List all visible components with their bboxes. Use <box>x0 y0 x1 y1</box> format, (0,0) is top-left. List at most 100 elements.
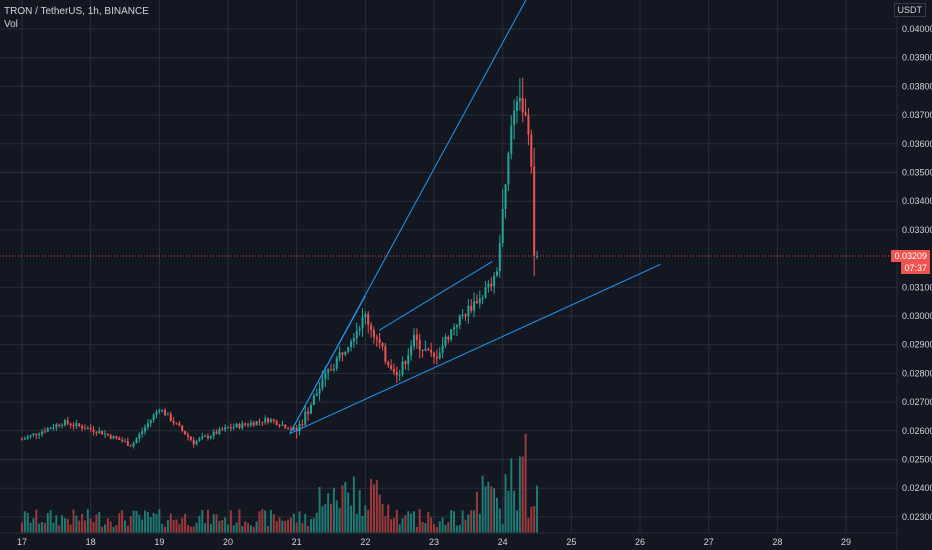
volume-bar <box>195 522 198 533</box>
price-axis[interactable]: 0.04000 0.03900 0.03800 0.03700 0.03600 0.035… <box>902 24 932 522</box>
volume-bar <box>367 509 370 533</box>
candle-body <box>227 427 230 429</box>
candle-body <box>381 343 384 347</box>
candle-body <box>410 346 413 356</box>
volume-bar <box>435 526 438 533</box>
time-tick-label: 27 <box>704 537 714 547</box>
volume-bar <box>244 521 247 533</box>
candle-body <box>126 441 129 446</box>
candle-body <box>438 352 441 359</box>
volume-bar <box>46 513 49 533</box>
price-tick-label: 0.02600 <box>902 426 932 436</box>
volume-bar <box>144 510 147 533</box>
volume-bar <box>441 517 444 533</box>
volume-bar <box>264 510 267 533</box>
candle-body <box>72 425 75 427</box>
time-axis[interactable]: 17 18 19 20 21 22 23 24 25 26 27 28 29 <box>17 537 851 547</box>
volume-bar <box>338 508 341 533</box>
candle-body <box>206 435 209 439</box>
candle-body <box>412 334 415 347</box>
candle-body <box>281 424 284 426</box>
price-tick-label: 0.03900 <box>902 53 932 63</box>
candle-body <box>493 275 496 287</box>
symbol-title[interactable]: TRON / TetherUS, 1h, BINANCE <box>4 6 149 17</box>
time-tick-label: 28 <box>772 537 782 547</box>
volume-bar <box>224 517 227 533</box>
grid-lines <box>0 0 897 533</box>
volume-bar <box>358 490 361 533</box>
volume-bar <box>258 511 261 533</box>
candle-body <box>209 436 212 439</box>
candle-body <box>390 365 393 369</box>
candle-body <box>518 98 521 102</box>
volume-bar <box>58 525 61 533</box>
volume-bar <box>209 524 212 533</box>
candle-body <box>364 314 367 318</box>
volume-bars <box>21 433 539 533</box>
volume-bar <box>129 516 132 533</box>
volume-bar <box>249 525 252 533</box>
candle-body <box>272 419 275 421</box>
candle-body <box>181 425 184 431</box>
volume-bar <box>335 500 338 533</box>
candle-body <box>49 428 52 430</box>
candle-body <box>98 430 101 433</box>
candle-body <box>467 305 470 317</box>
volume-bar <box>124 520 127 533</box>
candle-body <box>278 424 281 426</box>
volume-bar <box>275 521 278 533</box>
volume-bar <box>401 518 404 533</box>
price-tick-label: 0.03100 <box>902 282 932 292</box>
volume-bar <box>166 519 169 533</box>
quote-currency-badge[interactable]: USDT <box>893 3 926 17</box>
volume-bar <box>490 486 493 533</box>
candle-body <box>252 422 255 426</box>
price-tick-label: 0.02700 <box>902 397 932 407</box>
candle-body <box>198 438 201 441</box>
volume-bar <box>404 515 407 533</box>
volume-bar <box>284 521 287 533</box>
volume-bar <box>235 522 238 533</box>
candle-body <box>121 440 124 442</box>
volume-bar <box>332 487 335 533</box>
candle-body <box>501 208 504 244</box>
volume-bar <box>112 526 115 533</box>
volume-bar <box>298 511 301 533</box>
volume-bar <box>341 485 344 533</box>
volume-bar <box>238 509 241 533</box>
candle-body <box>135 438 138 444</box>
candle-body <box>407 355 410 365</box>
candle-body <box>430 350 433 353</box>
volume-bar <box>86 509 89 533</box>
candle-body <box>367 314 370 325</box>
countdown-label: 07:37 <box>901 262 930 275</box>
candle-body <box>358 328 361 331</box>
candle-body <box>109 435 112 439</box>
candle-body <box>384 346 387 362</box>
volume-bar <box>407 511 410 533</box>
trendline <box>378 261 493 331</box>
candle-body <box>450 329 453 340</box>
time-tick-label: 23 <box>429 537 439 547</box>
candle-body <box>166 414 169 416</box>
candle-body <box>232 426 235 428</box>
price-tick-label: 0.03700 <box>902 110 932 120</box>
volume-bar <box>221 519 224 533</box>
candle-body <box>375 337 378 340</box>
candle-body <box>455 325 458 328</box>
candle-body <box>350 341 353 348</box>
volume-bar <box>132 510 135 533</box>
candle-body <box>315 393 318 396</box>
volume-bar <box>327 493 330 533</box>
volume-bar <box>192 526 195 533</box>
candle-body <box>521 98 524 113</box>
volume-bar <box>507 490 510 533</box>
volume-bar <box>55 515 58 533</box>
trendlines[interactable] <box>289 0 661 435</box>
candle-body <box>435 357 438 359</box>
candle-body <box>155 411 158 415</box>
volume-bar <box>95 514 98 533</box>
volume-bar <box>412 511 415 533</box>
volume-indicator-label[interactable]: Vol <box>4 19 18 30</box>
